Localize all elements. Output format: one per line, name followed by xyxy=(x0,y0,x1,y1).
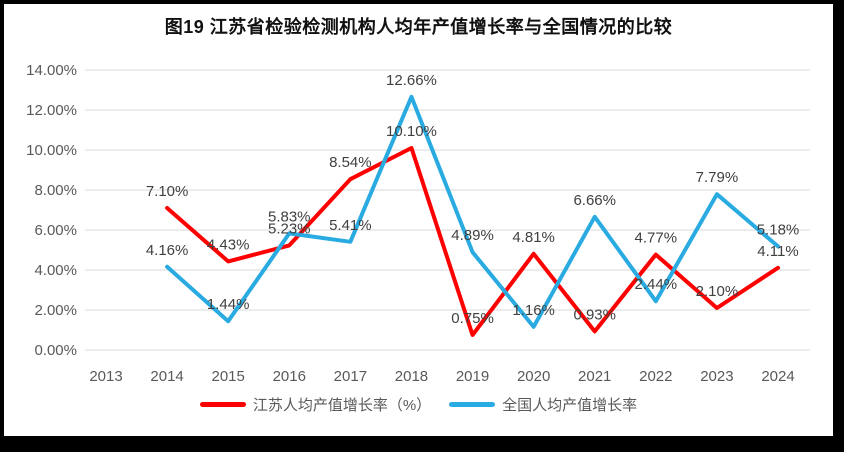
data-label-series-1: 5.83% xyxy=(268,208,311,225)
data-label-series-0: 10.10% xyxy=(386,123,437,140)
national-series-swatch xyxy=(449,402,496,407)
x-tick-label: 2013 xyxy=(89,368,122,385)
y-tick-label: 12.00% xyxy=(26,102,77,119)
data-label-series-0: 7.10% xyxy=(146,183,189,200)
x-tick-label: 2017 xyxy=(334,368,367,385)
x-tick-label: 2020 xyxy=(517,368,550,385)
data-label-series-0: 2.10% xyxy=(696,283,739,300)
y-tick-label: 6.00% xyxy=(34,222,77,239)
jiangsu-series-swatch xyxy=(199,402,246,407)
y-tick-label: 2.00% xyxy=(34,302,77,319)
legend-label-national: 全国人均产值增长率 xyxy=(502,397,638,414)
data-label-series-0: 4.43% xyxy=(207,236,250,253)
legend-item-jiangsu: 江苏人均产值增长率（%） xyxy=(199,394,432,415)
data-label-series-1: 4.89% xyxy=(451,227,494,244)
data-label-series-0: 0.75% xyxy=(451,310,494,327)
chart-title: 图19 江苏省检验检测机构人均年产值增长率与全国情况的比较 xyxy=(164,17,673,37)
y-tick-label: 14.00% xyxy=(26,62,77,79)
line-chart-plot: 0.00% 2.00% 4.00% 6.00% 8.00% 10.00% 12.00% 14.… xyxy=(26,62,810,385)
data-label-series-0: 0.93% xyxy=(573,306,616,323)
data-label-series-0: 4.77% xyxy=(635,230,678,247)
x-tick-label: 2022 xyxy=(639,368,672,385)
y-tick-label: 8.00% xyxy=(34,182,77,199)
x-tick-label: 2021 xyxy=(578,368,611,385)
y-tick-label: 10.00% xyxy=(26,142,77,159)
data-label-series-1: 7.79% xyxy=(696,169,739,186)
y-tick-label: 0.00% xyxy=(34,342,77,359)
data-label-series-0: 4.81% xyxy=(512,229,555,246)
chart-legend: 江苏人均产值增长率（%） 全国人均产值增长率 xyxy=(4,394,833,415)
data-label-series-0: 5.23% xyxy=(268,220,311,237)
y-tick-label: 4.00% xyxy=(34,262,77,279)
series-line-1 xyxy=(165,94,780,329)
x-tick-label: 2014 xyxy=(150,368,183,385)
x-tick-label: 2019 xyxy=(456,368,489,385)
chart-canvas: 图19 江苏省检验检测机构人均年产值增长率与全国情况的比较 0.00% 2.00%… xyxy=(4,4,833,436)
data-label-series-0: 4.11% xyxy=(757,243,798,260)
x-tick-label: 2015 xyxy=(211,368,244,385)
x-tick-label: 2018 xyxy=(395,368,428,385)
series-line-0 xyxy=(165,146,780,337)
data-label-series-0: 8.54% xyxy=(329,154,372,171)
data-label-series-1: 5.41% xyxy=(329,217,372,234)
x-tick-label: 2024 xyxy=(761,368,794,385)
data-label-series-1: 5.18% xyxy=(757,221,800,238)
x-tick-label: 2023 xyxy=(700,368,733,385)
data-label-series-1: 2.44% xyxy=(635,276,678,293)
data-label-series-1: 1.16% xyxy=(512,302,555,319)
data-label-series-1: 1.44% xyxy=(207,296,250,313)
data-label-series-1: 6.66% xyxy=(573,192,616,209)
data-label-series-1: 4.16% xyxy=(146,242,189,259)
legend-item-national: 全国人均产值增长率 xyxy=(449,394,637,415)
legend-label-jiangsu: 江苏人均产值增长率（%） xyxy=(252,397,432,414)
data-label-series-1: 12.66% xyxy=(386,72,437,89)
x-tick-label: 2016 xyxy=(273,368,306,385)
